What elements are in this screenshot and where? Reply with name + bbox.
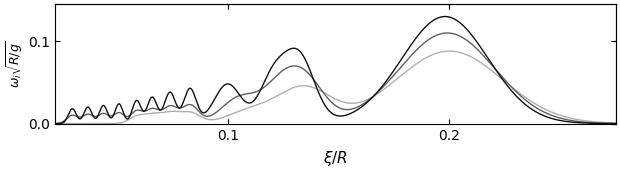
Y-axis label: $\omega_i \sqrt{R/g}$: $\omega_i \sqrt{R/g}$ (4, 40, 25, 88)
X-axis label: $\xi /R$: $\xi /R$ (323, 149, 348, 168)
